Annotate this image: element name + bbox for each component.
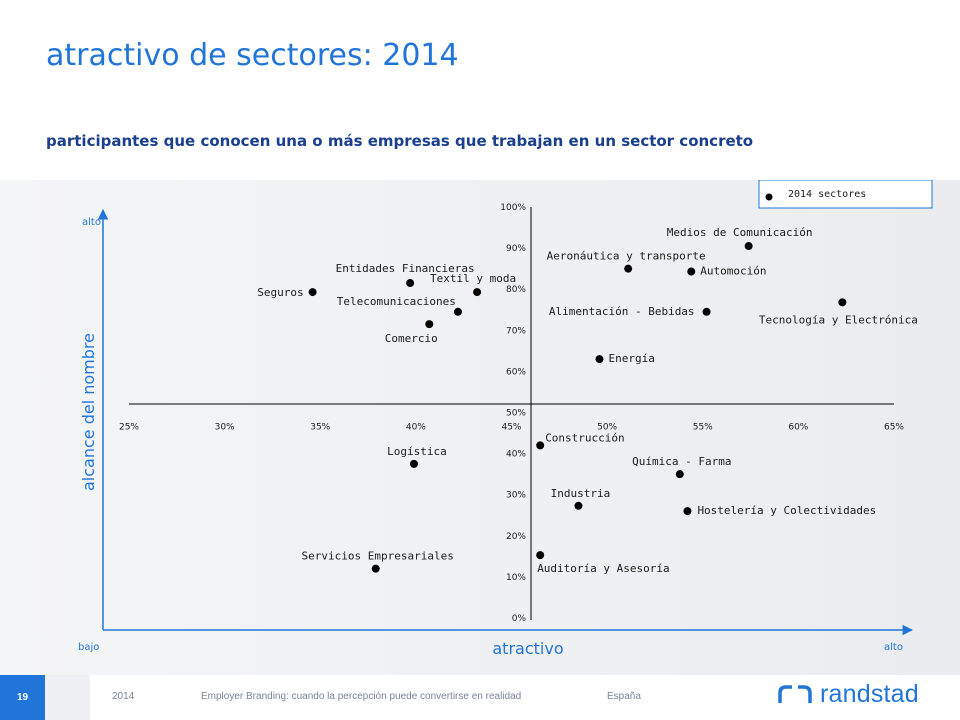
- data-point: [308, 288, 317, 297]
- y-tick-label: 30%: [506, 491, 526, 501]
- data-label: Aeronáutica y transporte: [547, 250, 706, 263]
- randstad-logo: randstad: [778, 679, 919, 709]
- data-point: [687, 267, 696, 276]
- x-tick-label: 40%: [406, 423, 426, 433]
- data-label: Comercio: [385, 332, 438, 345]
- data-point: [675, 470, 684, 479]
- x-axis-title: atractivo: [492, 639, 563, 658]
- data-label: Construcción: [545, 431, 624, 444]
- data-label: Tecnología y Electrónica: [759, 313, 918, 326]
- data-point: [744, 242, 753, 251]
- x-low-label: bajo: [78, 642, 99, 653]
- x-tick-label: 60%: [788, 423, 808, 433]
- randstad-logo-icon: [778, 685, 812, 703]
- data-label: Energía: [608, 352, 654, 365]
- x-tick-labels: 25% 30% 35% 40% 45% 50% 55% 60% 65%: [119, 423, 904, 433]
- y-tick-label: 20%: [506, 532, 526, 542]
- footer-description: Employer Branding: cuando la percepción …: [201, 691, 522, 702]
- x-tick-label: 55%: [693, 423, 713, 433]
- footer: 19 2014 Employer Branding: cuando la per…: [0, 675, 960, 720]
- y-tick-label: 100%: [500, 203, 526, 213]
- legend-marker: [765, 193, 773, 201]
- brand-name: randstad: [820, 679, 919, 708]
- data-point: [453, 307, 462, 316]
- data-point: [683, 507, 692, 516]
- y-tick-label: 10%: [506, 573, 526, 583]
- legend-box: [758, 180, 933, 209]
- x-tick-label: 65%: [884, 423, 904, 433]
- data-point: [425, 320, 434, 329]
- data-label: Textil y moda: [430, 272, 516, 285]
- x-tick-label: 30%: [215, 423, 235, 433]
- data-point: [702, 307, 711, 316]
- y-tick-label: 60%: [506, 367, 526, 377]
- data-label: Industria: [551, 487, 611, 500]
- data-label: Logística: [387, 445, 447, 458]
- page-accent: [45, 675, 90, 720]
- y-tick-label: 90%: [506, 244, 526, 254]
- y-tick-label: 0%: [512, 614, 527, 624]
- scatter-chart: alto bajo alto atractivo alcance del nom…: [78, 180, 933, 658]
- data-point: [838, 298, 847, 307]
- data-label: Química - Farma: [632, 455, 731, 468]
- x-tick-label: 35%: [310, 423, 330, 433]
- x-high-label: alto: [884, 642, 903, 653]
- x-tick-label: 45%: [501, 423, 521, 433]
- data-point: [371, 564, 380, 573]
- data-point: [473, 288, 482, 297]
- chart-panel: alto bajo alto atractivo alcance del nom…: [0, 180, 960, 675]
- legend: 2014 sectores: [758, 180, 933, 209]
- data-point: [536, 441, 545, 450]
- data-label: Entidades Financieras: [336, 262, 475, 275]
- footer-country: España: [607, 691, 641, 702]
- data-label: Auditoría y Asesoría: [537, 562, 669, 575]
- data-point: [536, 551, 545, 560]
- data-label: Telecomunicaciones: [337, 295, 456, 308]
- y-tick-label: 50%: [506, 409, 526, 419]
- data-point: [595, 355, 604, 364]
- data-label: Seguros: [257, 286, 303, 299]
- data-label: Hostelería y Colectividades: [697, 504, 876, 517]
- y-high-label: alto: [82, 217, 101, 228]
- x-tick-label: 50%: [597, 423, 617, 433]
- data-point: [574, 501, 583, 510]
- data-label: Automoción: [700, 265, 766, 278]
- x-tick-label: 25%: [119, 423, 139, 433]
- y-tick-labels: 0% 10% 20% 30% 40% 50% 60% 70% 80% 90% 100%: [500, 203, 526, 624]
- data-point: [406, 279, 415, 288]
- page-number: 19: [0, 675, 45, 720]
- y-tick-label: 80%: [506, 285, 526, 295]
- page-title: atractivo de sectores: 2014: [46, 38, 459, 73]
- page-subtitle: participantes que conocen una o más empr…: [46, 132, 754, 150]
- data-label: Servicios Empresariales: [302, 550, 454, 563]
- data-point: [409, 459, 418, 468]
- y-axis-title: alcance del nombre: [79, 333, 98, 491]
- y-tick-label: 70%: [506, 326, 526, 336]
- data-label: Alimentación - Bebidas: [549, 305, 695, 318]
- footer-year: 2014: [112, 691, 135, 702]
- data-point: [624, 264, 633, 273]
- data-label: Medios de Comunicación: [667, 226, 813, 239]
- y-tick-label: 40%: [506, 450, 526, 460]
- legend-label: 2014 sectores: [788, 189, 866, 200]
